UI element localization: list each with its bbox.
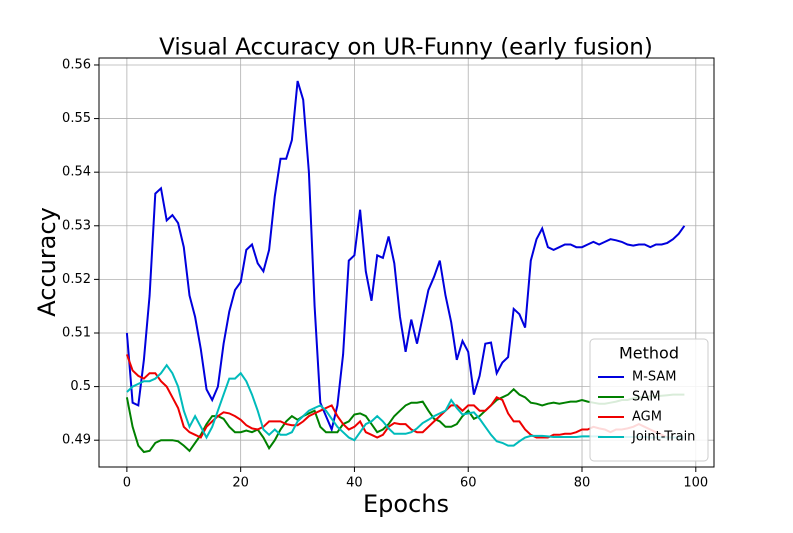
x-tick-label: 0 [123, 476, 131, 491]
legend-label: AGM [632, 410, 662, 425]
x-axis-label: Epochs [363, 490, 449, 518]
legend-title: Method [619, 344, 679, 363]
x-tick-label: 60 [460, 476, 477, 491]
series-line [125, 80, 686, 433]
y-tick-label: 0.54 [62, 165, 91, 180]
y-tick-label: 0.5 [70, 379, 91, 394]
x-tick-label: 20 [232, 476, 249, 491]
y-tick-label: 0.51 [62, 325, 91, 340]
y-axis-label: Accuracy [33, 207, 61, 317]
legend-box [589, 338, 709, 462]
y-tick-label: 0.52 [62, 272, 91, 287]
x-tick-label: 40 [346, 476, 363, 491]
legend-label: M-SAM [632, 370, 677, 385]
x-tick-label: 100 [683, 476, 708, 491]
x-tick-label: 80 [574, 476, 591, 491]
chart-title: Visual Accuracy on UR-Funny (early fusio… [159, 35, 653, 61]
legend-label: Joint-Train [631, 430, 695, 445]
plot-frame [98, 57, 715, 468]
y-tick-label: 0.56 [62, 57, 91, 72]
legend-label: SAM [632, 390, 661, 405]
y-tick-label: 0.49 [62, 433, 91, 448]
y-tick-label: 0.53 [62, 218, 91, 233]
y-tick-label: 0.55 [62, 111, 91, 126]
